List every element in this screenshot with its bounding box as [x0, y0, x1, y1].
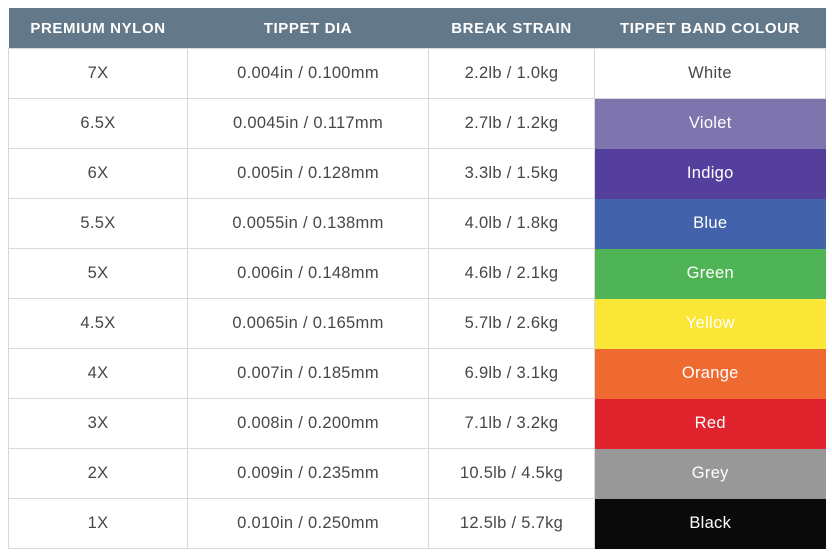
- break-strain-cell: 4.6lb / 2.1kg: [428, 248, 595, 299]
- tippet-dia-cell: 0.004in / 0.100mm: [187, 48, 429, 99]
- table-row: 2X 0.009in / 0.235mm 10.5lb / 4.5kg Grey: [8, 448, 826, 499]
- band-colour-cell: White: [594, 48, 826, 99]
- nylon-size-cell: 2X: [8, 448, 188, 499]
- break-strain-cell: 12.5lb / 5.7kg: [428, 498, 595, 549]
- tippet-dia-cell: 0.009in / 0.235mm: [187, 448, 429, 499]
- tippet-dia-cell: 0.0055in / 0.138mm: [187, 198, 429, 249]
- column-header-break-strain: BREAK STRAIN: [428, 8, 595, 49]
- table-body: 7X 0.004in / 0.100mm 2.2lb / 1.0kg White…: [8, 48, 826, 549]
- tippet-size-table: PREMIUM NYLON TIPPET DIA BREAK STRAIN TI…: [8, 8, 826, 549]
- table-row: 7X 0.004in / 0.100mm 2.2lb / 1.0kg White: [8, 48, 826, 99]
- tippet-dia-cell: 0.006in / 0.148mm: [187, 248, 429, 299]
- tippet-dia-cell: 0.0045in / 0.117mm: [187, 98, 429, 149]
- column-header-tippet-band-colour: TIPPET BAND COLOUR: [594, 8, 826, 49]
- nylon-size-cell: 3X: [8, 398, 188, 449]
- break-strain-cell: 2.7lb / 1.2kg: [428, 98, 595, 149]
- tippet-dia-cell: 0.010in / 0.250mm: [187, 498, 429, 549]
- table-row: 4X 0.007in / 0.185mm 6.9lb / 3.1kg Orang…: [8, 348, 826, 399]
- band-colour-cell: Grey: [594, 448, 826, 499]
- break-strain-cell: 7.1lb / 3.2kg: [428, 398, 595, 449]
- nylon-size-cell: 4X: [8, 348, 188, 399]
- break-strain-cell: 4.0lb / 1.8kg: [428, 198, 595, 249]
- table-row: 5.5X 0.0055in / 0.138mm 4.0lb / 1.8kg Bl…: [8, 198, 826, 249]
- table-row: 1X 0.010in / 0.250mm 12.5lb / 5.7kg Blac…: [8, 498, 826, 549]
- table-row: 4.5X 0.0065in / 0.165mm 5.7lb / 2.6kg Ye…: [8, 298, 826, 349]
- band-colour-cell: Green: [594, 248, 826, 299]
- nylon-size-cell: 6.5X: [8, 98, 188, 149]
- tippet-dia-cell: 0.0065in / 0.165mm: [187, 298, 429, 349]
- band-colour-cell: Yellow: [594, 298, 826, 349]
- nylon-size-cell: 5X: [8, 248, 188, 299]
- table-header: PREMIUM NYLON TIPPET DIA BREAK STRAIN TI…: [8, 8, 826, 49]
- nylon-size-cell: 6X: [8, 148, 188, 199]
- column-header-premium-nylon: PREMIUM NYLON: [8, 8, 188, 49]
- tippet-dia-cell: 0.008in / 0.200mm: [187, 398, 429, 449]
- band-colour-cell: Black: [594, 498, 826, 549]
- tippet-dia-cell: 0.007in / 0.185mm: [187, 348, 429, 399]
- nylon-size-cell: 4.5X: [8, 298, 188, 349]
- break-strain-cell: 2.2lb / 1.0kg: [428, 48, 595, 99]
- band-colour-cell: Blue: [594, 198, 826, 249]
- nylon-size-cell: 7X: [8, 48, 188, 99]
- nylon-size-cell: 5.5X: [8, 198, 188, 249]
- band-colour-cell: Orange: [594, 348, 826, 399]
- band-colour-cell: Violet: [594, 98, 826, 149]
- table-row: 3X 0.008in / 0.200mm 7.1lb / 3.2kg Red: [8, 398, 826, 449]
- header-row: PREMIUM NYLON TIPPET DIA BREAK STRAIN TI…: [8, 8, 826, 49]
- band-colour-cell: Indigo: [594, 148, 826, 199]
- break-strain-cell: 10.5lb / 4.5kg: [428, 448, 595, 499]
- break-strain-cell: 3.3lb / 1.5kg: [428, 148, 595, 199]
- break-strain-cell: 5.7lb / 2.6kg: [428, 298, 595, 349]
- break-strain-cell: 6.9lb / 3.1kg: [428, 348, 595, 399]
- band-colour-cell: Red: [594, 398, 826, 449]
- tippet-dia-cell: 0.005in / 0.128mm: [187, 148, 429, 199]
- table-row: 6.5X 0.0045in / 0.117mm 2.7lb / 1.2kg Vi…: [8, 98, 826, 149]
- nylon-size-cell: 1X: [8, 498, 188, 549]
- table-row: 6X 0.005in / 0.128mm 3.3lb / 1.5kg Indig…: [8, 148, 826, 199]
- table-row: 5X 0.006in / 0.148mm 4.6lb / 2.1kg Green: [8, 248, 826, 299]
- column-header-tippet-dia: TIPPET DIA: [187, 8, 429, 49]
